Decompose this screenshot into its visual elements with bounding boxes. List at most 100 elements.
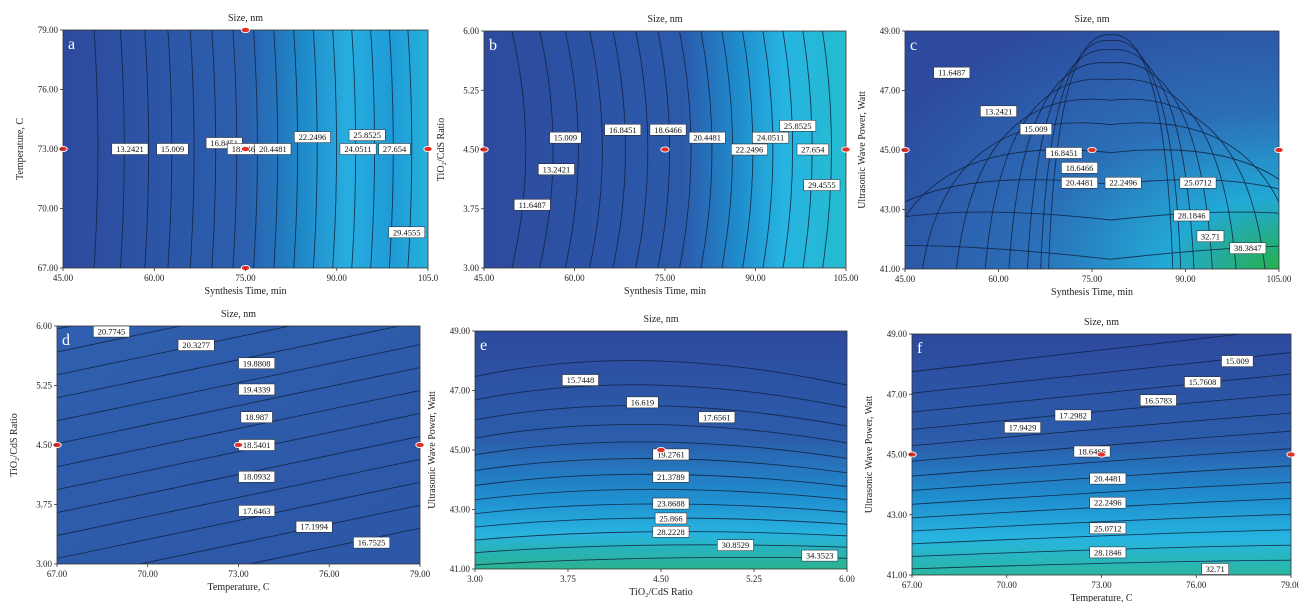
contour-label: 25.8525 bbox=[348, 129, 386, 141]
contour-line bbox=[912, 529, 1291, 545]
svg-text:27.654: 27.654 bbox=[383, 144, 407, 154]
svg-text:17.6561: 17.6561 bbox=[703, 412, 731, 422]
contour-label: 18.0932 bbox=[238, 470, 276, 483]
svg-text:30.8529: 30.8529 bbox=[722, 540, 750, 550]
panel-f-ylabel: Ultrasonic Wave Power, Watt bbox=[864, 395, 875, 513]
contour-line bbox=[475, 458, 847, 474]
panel-b-ylabel: TiO₂/CdS Ratio bbox=[436, 118, 447, 181]
y-tick-label: 49.00 bbox=[450, 326, 471, 336]
x-tick-label: 76.00 bbox=[319, 569, 340, 579]
x-tick-label: 73.00 bbox=[228, 569, 249, 579]
contour-line bbox=[912, 393, 1291, 430]
contour-label: 24.0511 bbox=[339, 143, 377, 155]
panel-e-letter: e bbox=[480, 337, 487, 354]
contour-line bbox=[332, 30, 338, 268]
svg-text:20.4481: 20.4481 bbox=[1094, 474, 1122, 484]
svg-text:34.3523: 34.3523 bbox=[806, 551, 834, 561]
svg-text:29.4555: 29.4555 bbox=[393, 227, 421, 237]
contour-line bbox=[137, 504, 420, 564]
svg-text:24.0511: 24.0511 bbox=[757, 133, 784, 143]
y-tick-label: 3.00 bbox=[463, 263, 479, 273]
panel-c-ylabel: Ultrasonic Wave Power, Watt bbox=[857, 91, 868, 209]
svg-text:15.009: 15.009 bbox=[554, 133, 577, 143]
panel-b: Size, nm 11.6487 13.2421 15.009 16.8451 18.6… bbox=[436, 14, 859, 297]
contour-label: 11.6487 bbox=[933, 66, 971, 79]
x-tick-label: 60.00 bbox=[144, 273, 165, 283]
y-tick-label: 45.00 bbox=[450, 445, 471, 455]
svg-text:22.2496: 22.2496 bbox=[1109, 178, 1137, 188]
design-point bbox=[415, 441, 425, 449]
svg-text:19.2761: 19.2761 bbox=[657, 449, 685, 459]
contour-label: 22.2496 bbox=[1089, 496, 1127, 509]
contour-line bbox=[822, 31, 832, 268]
svg-text:28.2228: 28.2228 bbox=[657, 527, 685, 537]
design-point bbox=[660, 146, 670, 153]
contour-line bbox=[612, 31, 626, 268]
contour-line bbox=[57, 481, 420, 559]
contour-label: 23.8688 bbox=[652, 497, 690, 510]
contour-line bbox=[57, 326, 293, 376]
contour-label: 16.619 bbox=[626, 396, 659, 409]
contour-line bbox=[912, 448, 1291, 477]
contour-label: 18.5401 bbox=[238, 439, 276, 451]
contour-line bbox=[912, 430, 1291, 462]
svg-text:11.6487: 11.6487 bbox=[519, 200, 546, 210]
contour-label: 15.7608 bbox=[1184, 376, 1221, 388]
contour-label: 17.1994 bbox=[295, 520, 333, 533]
contour-label: 20.7745 bbox=[93, 325, 130, 338]
y-tick-label: 47.00 bbox=[887, 389, 908, 399]
y-tick-label: 49.00 bbox=[887, 329, 908, 339]
svg-text:18.987: 18.987 bbox=[245, 412, 268, 422]
contour-label: 25.866 bbox=[654, 512, 687, 525]
y-tick-label: 6.00 bbox=[463, 26, 479, 36]
svg-text:16.5783: 16.5783 bbox=[1145, 395, 1173, 405]
y-tick-label: 5.25 bbox=[463, 85, 479, 95]
contour-line bbox=[905, 211, 1279, 221]
contour-line bbox=[912, 412, 1291, 447]
design-point bbox=[423, 145, 433, 153]
y-tick-label: 70.00 bbox=[38, 204, 59, 214]
panel-d-xlabel: Temperature, C bbox=[207, 582, 269, 593]
y-tick-label: 6.00 bbox=[36, 321, 52, 331]
contour-line bbox=[762, 31, 774, 268]
contour-line bbox=[475, 360, 847, 386]
contour-line bbox=[475, 544, 847, 554]
contour-line bbox=[475, 384, 847, 408]
contour-label: 17.6463 bbox=[238, 505, 276, 517]
svg-text:18.5401: 18.5401 bbox=[243, 440, 271, 450]
contour-line bbox=[905, 245, 1279, 260]
design-point bbox=[1274, 146, 1284, 154]
svg-text:19.4339: 19.4339 bbox=[243, 384, 271, 394]
contour-line bbox=[589, 31, 603, 268]
svg-text:20.4481: 20.4481 bbox=[259, 144, 287, 154]
svg-text:25.0712: 25.0712 bbox=[1094, 523, 1122, 533]
panel-f-xlabel: Temperature, C bbox=[1070, 593, 1132, 602]
contour-label: 13.2421 bbox=[111, 143, 149, 155]
contour-line bbox=[57, 344, 420, 422]
contour-label: 20.4481 bbox=[688, 131, 726, 144]
contour-label: 28.1846 bbox=[1089, 546, 1127, 559]
svg-text:15.009: 15.009 bbox=[1024, 124, 1047, 134]
contour-label: 30.8529 bbox=[717, 539, 754, 551]
y-tick-label: 45.00 bbox=[887, 450, 908, 460]
contour-line bbox=[912, 513, 1291, 532]
contour-label: 13.2421 bbox=[538, 163, 575, 175]
panel-d: Size, nm 20.7745 20.3277 19.8808 19.4339 18.… bbox=[9, 309, 431, 593]
panel-e-ylabel: Ultrasonic Wave Power, Watt bbox=[427, 391, 438, 509]
contour-label: 20.4481 bbox=[1061, 176, 1098, 189]
contour-label: 20.3277 bbox=[177, 339, 215, 351]
x-tick-label: 76.00 bbox=[1186, 580, 1207, 590]
contour-label: 18.6466 bbox=[649, 124, 687, 136]
contour-label: 38.3847 bbox=[1229, 242, 1267, 254]
x-tick-label: 105.0 bbox=[418, 273, 439, 283]
svg-text:22.2496: 22.2496 bbox=[299, 132, 327, 142]
svg-text:22.2496: 22.2496 bbox=[736, 145, 764, 155]
contour-label: 15.009 bbox=[156, 143, 189, 155]
panel-f-title: Size, nm bbox=[1084, 317, 1119, 328]
svg-text:18.6466: 18.6466 bbox=[654, 125, 682, 135]
svg-text:20.4481: 20.4481 bbox=[1066, 178, 1094, 188]
contour-label: 11.6487 bbox=[513, 199, 551, 211]
contour-label: 21.3789 bbox=[652, 471, 690, 483]
x-tick-label: 3.00 bbox=[467, 574, 483, 584]
y-tick-label: 79.00 bbox=[38, 25, 59, 35]
